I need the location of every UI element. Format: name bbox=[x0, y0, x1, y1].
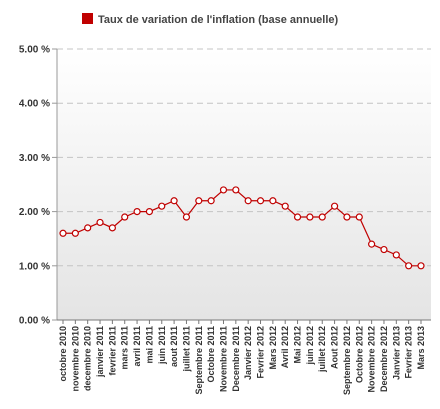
data-point bbox=[392, 251, 400, 259]
data-point bbox=[343, 213, 351, 221]
x-tick-label: juin 2012 bbox=[305, 326, 315, 366]
data-point bbox=[380, 245, 388, 254]
x-tick-label: Decembre 2011 bbox=[231, 326, 241, 392]
x-tick-label: Avril 2012 bbox=[280, 326, 290, 368]
data-point bbox=[182, 213, 191, 221]
x-tick-label: decembre 2010 bbox=[83, 326, 93, 391]
x-tick-label: juin 2011 bbox=[157, 326, 167, 365]
x-tick-label: mai 2011 bbox=[144, 326, 154, 364]
x-tick-label: mars 2011 bbox=[120, 326, 130, 370]
legend-label: Taux de variation de l'inflation (base a… bbox=[98, 14, 339, 26]
data-point bbox=[306, 213, 314, 221]
x-tick-label: Janvier 2012 bbox=[243, 326, 253, 380]
data-point bbox=[256, 197, 265, 205]
data-point bbox=[355, 213, 363, 221]
y-tick-label: 4.00 % bbox=[19, 99, 50, 110]
x-tick-label: Aout 2012 bbox=[330, 326, 340, 369]
data-point bbox=[232, 186, 240, 194]
data-point bbox=[170, 197, 178, 205]
x-tick-label: Janvier 2013 bbox=[391, 326, 401, 380]
data-point bbox=[158, 202, 166, 210]
x-tick-label: janvier 2011 bbox=[95, 326, 105, 378]
x-tick-label: novembre 2010 bbox=[70, 326, 80, 392]
x-tick-label: Novembre 2012 bbox=[367, 326, 377, 393]
data-point bbox=[195, 197, 203, 205]
data-point bbox=[417, 262, 425, 270]
x-tick-label: Mai 2012 bbox=[293, 326, 303, 364]
x-tick-label: aout 2011 bbox=[169, 326, 179, 367]
x-tick-label: juillet 2011 bbox=[181, 326, 191, 373]
x-tick-label: Novembre 2011 bbox=[218, 326, 228, 392]
data-point bbox=[59, 229, 67, 237]
x-tick-label: fevrier 2011 bbox=[107, 326, 117, 376]
x-tick-label: Octobre 2011 bbox=[206, 326, 216, 383]
x-tick-label: juillet 2012 bbox=[317, 326, 327, 373]
x-tick-label: Septembre 2012 bbox=[342, 326, 352, 395]
series-inflation bbox=[59, 186, 425, 270]
data-point bbox=[281, 202, 289, 210]
data-point bbox=[219, 186, 228, 194]
legend-swatch bbox=[82, 13, 93, 24]
data-point bbox=[207, 197, 215, 205]
plot-area bbox=[57, 49, 431, 320]
y-axis-ticks: 0.00 % 1.00 % 2.00 % 3.00 % 4.00 % 5.00 % bbox=[19, 45, 57, 327]
data-point bbox=[330, 202, 339, 210]
data-point bbox=[293, 213, 302, 221]
data-point bbox=[133, 208, 141, 216]
x-tick-label: octobre 2010 bbox=[58, 326, 68, 382]
x-tick-label: Octobre 2012 bbox=[354, 326, 364, 383]
data-point bbox=[318, 213, 326, 221]
y-tick-label: 3.00 % bbox=[19, 153, 50, 164]
gridlines bbox=[57, 48, 431, 267]
x-tick-label: avril 2011 bbox=[132, 326, 142, 367]
x-tick-label: Decembre 2012 bbox=[379, 326, 389, 392]
y-tick-label: 0.00 % bbox=[19, 316, 50, 327]
data-point bbox=[405, 262, 413, 270]
data-point bbox=[71, 229, 79, 237]
y-tick-label: 5.00 % bbox=[19, 45, 50, 56]
x-tick-label: Septembre 2011 bbox=[194, 326, 204, 395]
data-point bbox=[244, 197, 252, 205]
data-point bbox=[84, 224, 92, 232]
data-point bbox=[145, 208, 154, 216]
data-point bbox=[269, 197, 277, 205]
x-axis-ticks: octobre 2010 novembre 2010 decembre 2010 ja… bbox=[58, 320, 426, 395]
data-point bbox=[121, 213, 129, 221]
y-tick-label: 2.00 % bbox=[19, 207, 50, 218]
x-tick-label: Fevrier 2012 bbox=[256, 326, 266, 379]
x-tick-label: Mars 2012 bbox=[268, 326, 278, 370]
x-tick-label: Mars 2013 bbox=[416, 326, 426, 370]
data-point bbox=[96, 218, 104, 227]
x-tick-label: Fevrier 2013 bbox=[404, 326, 414, 379]
data-point bbox=[108, 224, 116, 232]
y-tick-label: 1.00 % bbox=[19, 261, 50, 272]
data-point bbox=[368, 240, 376, 248]
